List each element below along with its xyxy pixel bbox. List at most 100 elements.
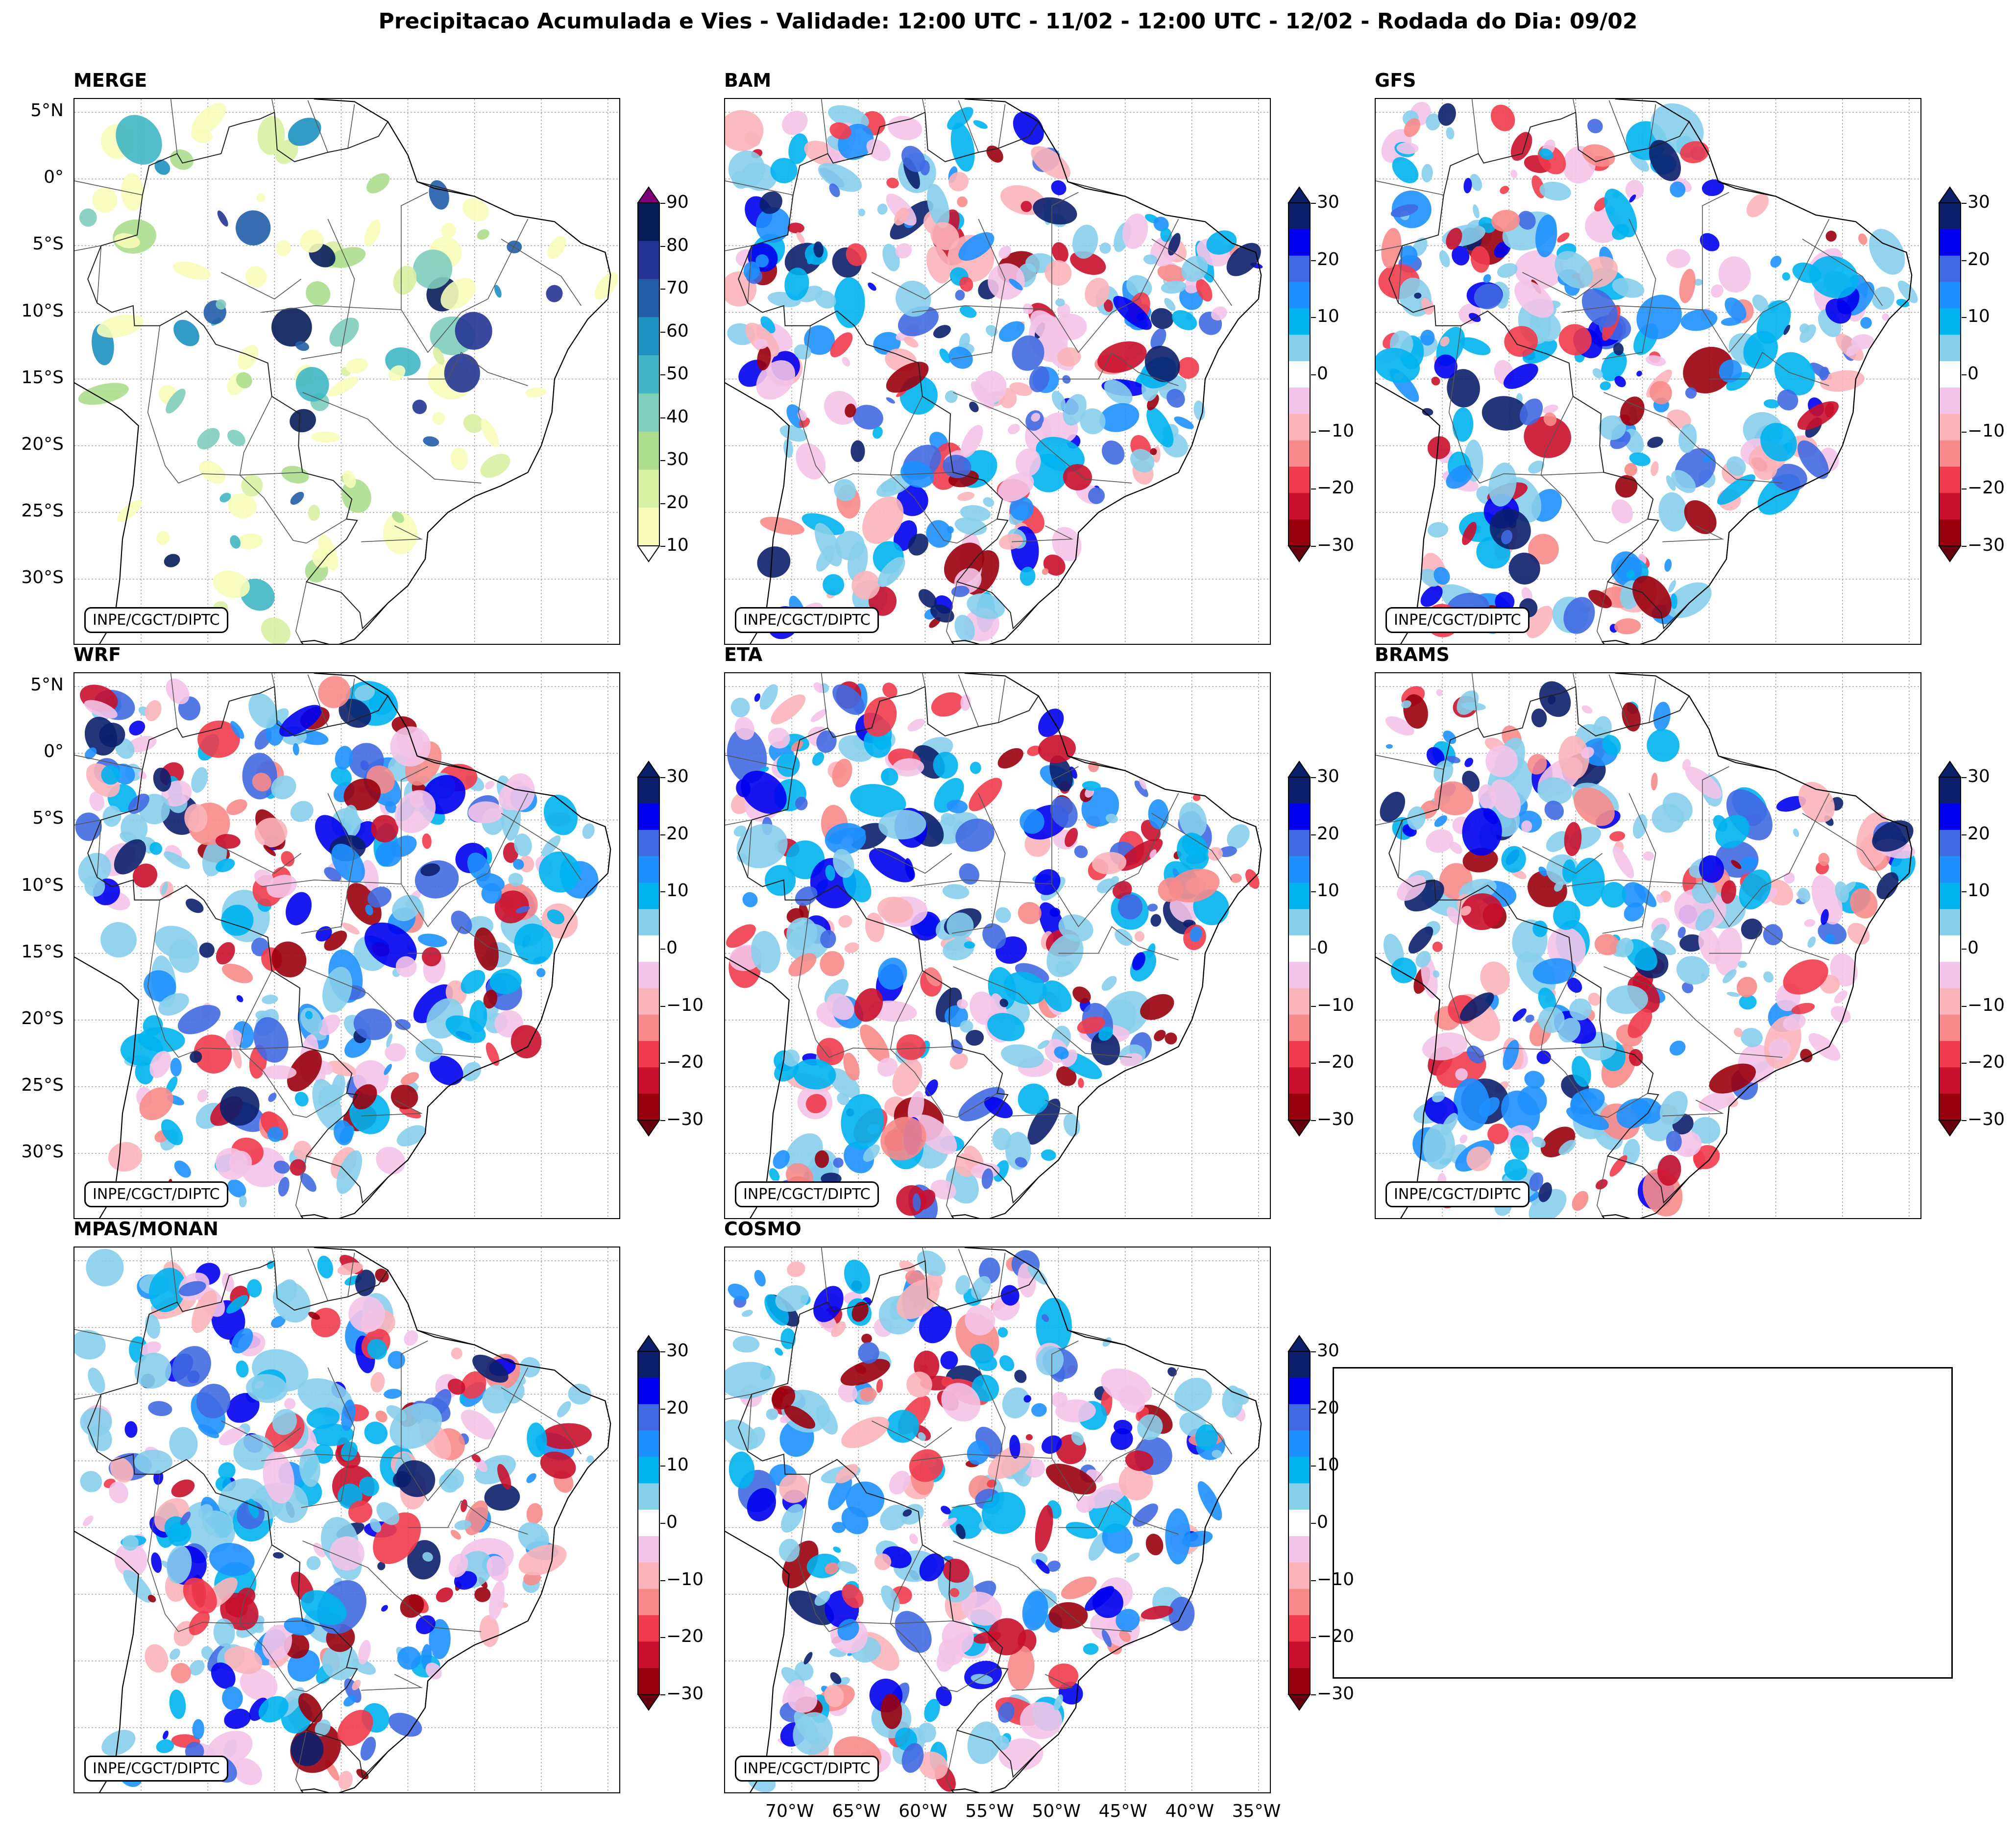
colorbar-tick-mark — [1311, 1580, 1316, 1581]
colorbar-tick-mark — [660, 1120, 665, 1121]
colorbar-tick-label: 20 — [1317, 249, 1339, 269]
field-blobs — [78, 103, 618, 644]
colorbar-segment — [638, 1536, 659, 1563]
colorbar-segment — [1939, 1014, 1961, 1041]
lat-tick-label: 0° — [44, 741, 64, 762]
colorbar-tick-mark — [1962, 260, 1967, 261]
colorbar-tick-label: 30 — [1317, 766, 1339, 786]
colorbar-segment — [1288, 935, 1310, 962]
bias-colorbar — [1938, 760, 1962, 1139]
colorbar-tick-mark — [1962, 1063, 1967, 1064]
colorbar-segment — [1288, 1014, 1310, 1041]
colorbar-segment — [1288, 1562, 1310, 1589]
colorbar-segment — [638, 1562, 659, 1589]
colorbar-segment — [1939, 282, 1961, 309]
colorbar-segment — [1288, 1483, 1310, 1510]
coastline — [725, 1247, 1262, 1792]
colorbar-segment — [1288, 1457, 1310, 1484]
colorbar-tick-mark — [1311, 260, 1316, 261]
colorbar-segment — [1939, 255, 1961, 283]
credit-label: INPE/CGCT/DIPTC — [1385, 1181, 1530, 1207]
colorbar-tick-label: −20 — [666, 1626, 704, 1647]
colorbar-under-arrow — [1938, 545, 1962, 562]
colorbar-tick-mark — [660, 834, 665, 835]
colorbar-segment — [1288, 1668, 1310, 1695]
colorbar-segment — [1939, 387, 1961, 415]
field-blobs — [1376, 101, 1918, 638]
colorbar-tick-label: 20 — [1967, 249, 1990, 269]
colorbar-tick-label: 20 — [1967, 823, 1990, 844]
colorbar-tick-mark — [1311, 1120, 1316, 1121]
precip-colorbar — [637, 186, 660, 564]
colorbar-svg — [637, 1335, 660, 1711]
coastline — [725, 99, 1262, 644]
colorbar-segment — [1288, 1377, 1310, 1405]
colorbar-tick-mark — [1311, 203, 1316, 204]
colorbar-segment — [1288, 1067, 1310, 1094]
colorbar-svg — [637, 760, 660, 1137]
colorbar-tick-label: 30 — [1317, 192, 1339, 212]
colorbar-tick-mark — [1311, 317, 1316, 318]
colorbar-segment — [638, 1668, 659, 1695]
credit-label: INPE/CGCT/DIPTC — [84, 1181, 228, 1207]
panel-title: MPAS/MONAN — [73, 1218, 219, 1240]
colorbar-segment — [638, 1404, 659, 1431]
colorbar-segment — [1939, 493, 1961, 520]
colorbar-tick-mark — [1311, 1005, 1316, 1007]
colorbar-tick-label: 0 — [666, 938, 678, 958]
colorbar-segment — [1288, 335, 1310, 362]
colorbar-tick-label: −20 — [1317, 478, 1354, 498]
colorbar-tick-mark — [660, 289, 665, 290]
colorbar-tick-mark — [660, 1694, 665, 1695]
colorbar-segment — [638, 393, 659, 432]
colorbar-tick-label: 30 — [666, 1341, 689, 1361]
colorbar-over-arrow — [1287, 1335, 1311, 1352]
coastline — [74, 99, 611, 644]
colorbar-tick-label: 0 — [1317, 938, 1328, 958]
colorbar-segment — [638, 935, 659, 962]
colorbar-over-arrow — [1938, 760, 1962, 778]
colorbar-frame — [637, 202, 660, 546]
colorbar-segment — [1288, 414, 1310, 441]
colorbar-tick-label: −10 — [1967, 420, 2005, 441]
bias-colorbar — [1287, 760, 1311, 1139]
colorbar-segment — [1288, 1536, 1310, 1563]
field-blobs — [725, 105, 1263, 642]
colorbar-segment — [1288, 493, 1310, 520]
colorbar-over-arrow — [637, 760, 660, 778]
colorbar-tick-mark — [1311, 1466, 1316, 1467]
colorbar-segment — [1288, 1615, 1310, 1642]
colorbar-tick-label: 90 — [666, 192, 689, 212]
lon-tick-label: 55°W — [965, 1801, 1014, 1821]
colorbar-segment — [638, 355, 659, 394]
panel-title: COSMO — [724, 1218, 802, 1240]
colorbar-tick-mark — [1311, 431, 1316, 433]
colorbar-tick-mark — [660, 245, 665, 247]
colorbar-over-arrow — [637, 1335, 660, 1352]
colorbar-segment — [1288, 856, 1310, 883]
state-borders — [1376, 673, 1883, 1217]
colorbar-frame — [1288, 1351, 1311, 1695]
lon-tick-label: 50°W — [1032, 1801, 1081, 1821]
colorbar-tick-mark — [1311, 1063, 1316, 1064]
credit-label: INPE/CGCT/DIPTC — [735, 1181, 879, 1207]
colorbar-segment — [638, 1589, 659, 1615]
colorbar-segment — [1939, 308, 1961, 335]
colorbar-segment — [1288, 466, 1310, 493]
colorbar-segment — [1939, 803, 1961, 831]
colorbar-tick-mark — [660, 203, 665, 204]
colorbar-segment — [638, 909, 659, 936]
colorbar-segment — [1288, 1589, 1310, 1615]
colorbar-segment — [1288, 229, 1310, 256]
map-canvas — [725, 1247, 1270, 1792]
colorbar-tick-label: 0 — [1317, 1512, 1328, 1532]
colorbar-segment — [1288, 519, 1310, 546]
credit-label: INPE/CGCT/DIPTC — [84, 1756, 228, 1782]
coastline — [1376, 673, 1913, 1218]
colorbar-segment — [1939, 882, 1961, 909]
colorbar-segment — [1939, 440, 1961, 467]
colorbar-segment — [1939, 909, 1961, 936]
colorbar-tick-label: 0 — [1967, 938, 1979, 958]
colorbar-frame — [637, 1351, 660, 1695]
colorbar-tick-mark — [660, 1408, 665, 1410]
